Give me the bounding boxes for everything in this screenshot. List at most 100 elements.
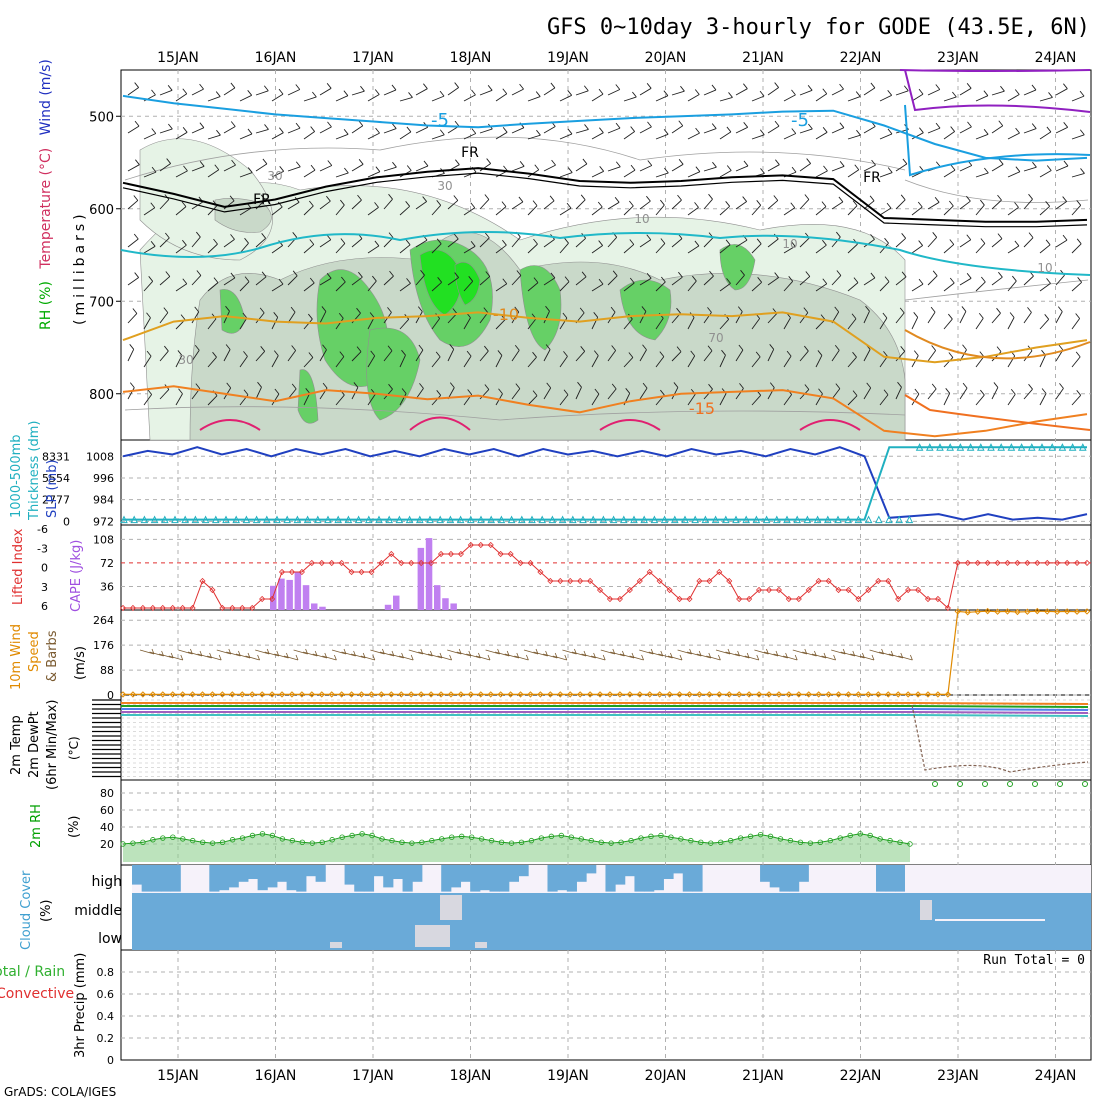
cloud-high-33 — [450, 865, 462, 888]
upper-barb — [639, 387, 648, 400]
upper-barb — [367, 94, 380, 102]
precip-tick-1: 0.2 — [97, 1032, 115, 1045]
thick-tick-1: 2777 — [42, 494, 70, 507]
upper-barb-flag — [177, 350, 183, 356]
upper-barb — [543, 238, 555, 248]
upper-barb-flag — [502, 278, 508, 285]
rh-marker-72 — [837, 835, 843, 841]
upper-barb — [543, 349, 551, 362]
rh-marker-59 — [708, 840, 714, 846]
upper-barb-flag — [534, 164, 540, 171]
upper-barb-flag — [129, 344, 135, 350]
upper-barb-flag — [966, 273, 972, 279]
upper-barb — [303, 131, 315, 140]
upper-barb — [863, 349, 871, 362]
surface-barb — [226, 651, 241, 657]
upper-barb-flag — [599, 166, 605, 172]
upper-barb — [943, 131, 955, 140]
surface-barb — [888, 653, 903, 659]
upper-barb-flag — [980, 238, 986, 244]
upper-barb-flag — [934, 197, 940, 203]
rh-contour-3 — [904, 279, 1089, 301]
surface-barb-flag — [641, 654, 644, 661]
upper-barb — [687, 132, 700, 140]
thickness-marker — [283, 515, 292, 524]
li-marker — [656, 577, 663, 585]
upper-barb-flag — [903, 85, 909, 92]
thickness-marker — [487, 515, 496, 524]
upper-barb — [143, 245, 156, 254]
upper-barb-flag — [498, 388, 503, 395]
upper-barb-flag — [344, 167, 349, 174]
upper-barb — [799, 312, 809, 324]
surface-barb — [456, 651, 471, 657]
upper-barb-flag — [167, 85, 173, 91]
upper-barb — [735, 201, 747, 210]
thickness-marker — [313, 515, 322, 524]
upper-barb-flag — [151, 166, 157, 173]
thickness-marker — [405, 515, 414, 524]
upper-barb — [991, 199, 1002, 210]
upper-barb — [831, 388, 841, 400]
upper-barb-flag — [865, 305, 870, 312]
rh-marker-58 — [698, 839, 704, 845]
upper-barb-flag — [273, 312, 279, 318]
rh-marker-60 — [718, 839, 724, 845]
upper-barb-flag — [435, 351, 441, 358]
cloud-high-12 — [247, 865, 259, 879]
upper-barb-flag — [215, 91, 221, 97]
date-bottom-4: 19JAN — [547, 1068, 589, 1084]
upper-barb — [975, 133, 989, 140]
surface-barb — [466, 653, 481, 659]
rh-marker-63 — [747, 833, 754, 840]
upper-barb-flag — [998, 120, 1004, 127]
li-marker — [616, 595, 623, 603]
upper-barb-flag — [822, 88, 828, 95]
surface-barb — [648, 651, 663, 657]
upper-barb — [623, 131, 635, 140]
upper-barb-flag — [676, 307, 681, 314]
upper-barb — [255, 90, 269, 96]
upper-barb-flag — [213, 277, 219, 283]
upper-barb-flag — [360, 85, 365, 92]
upper-barb — [1071, 243, 1082, 254]
upper-barb-flag — [660, 389, 665, 396]
upper-barb-flag — [917, 201, 923, 208]
upper-barb-flag — [406, 278, 411, 284]
surface-barb — [283, 655, 299, 661]
upper-barb-flag — [369, 312, 375, 318]
upper-barb — [559, 94, 572, 102]
rh-marker-5 — [170, 834, 176, 840]
date-bottom-1: 16JAN — [255, 1068, 297, 1084]
upper-barb — [767, 313, 778, 324]
upper-barb — [143, 171, 157, 178]
upper-barb-flag — [1079, 129, 1085, 136]
upper-barb-flag — [1031, 84, 1037, 91]
upper-barb-flag — [466, 350, 472, 357]
upper-barb — [1055, 239, 1068, 248]
upper-barb — [639, 126, 652, 134]
rh-marker-11 — [229, 837, 236, 843]
extra-contour-3 — [904, 104, 1091, 177]
li-marker — [596, 586, 604, 594]
upper-barb-flag — [550, 82, 556, 89]
cloud-level-low: low — [98, 931, 122, 947]
upper-barb-flag — [839, 83, 844, 90]
upper-barb-flag — [726, 126, 732, 133]
upper-barb — [543, 277, 556, 286]
upper-barb-flag — [487, 85, 493, 91]
upper-barb-flag — [839, 122, 845, 128]
upper-barb-flag — [998, 271, 1003, 278]
thickness-marker — [120, 515, 128, 524]
rh-marker-27 — [389, 837, 395, 844]
cloud-level-high: high — [91, 874, 122, 890]
upper-barb-flag — [146, 350, 152, 357]
label-2m-dewpt: 2m DewPt — [27, 711, 42, 778]
upper-barb — [335, 133, 349, 140]
upper-barb — [975, 204, 985, 216]
upper-barb — [319, 239, 332, 248]
upper-barb — [159, 312, 169, 324]
upper-barb-flag — [853, 277, 859, 283]
upper-barb — [559, 394, 569, 406]
surface-barb-flag — [257, 654, 260, 661]
